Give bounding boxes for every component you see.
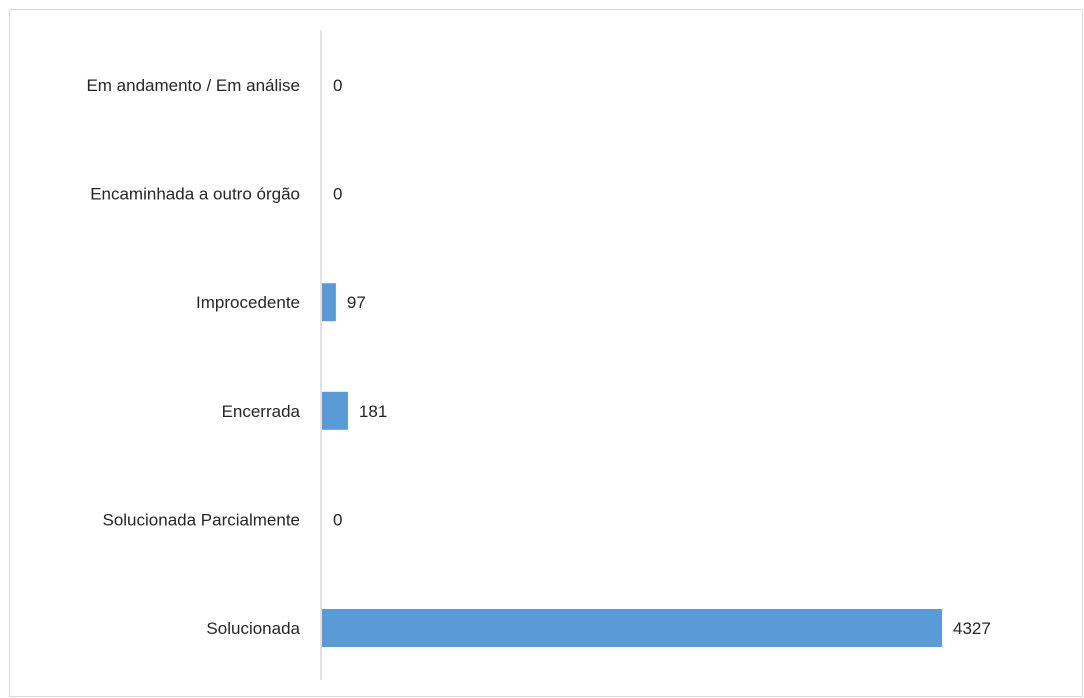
category-label-encaminhada-a-outro-orgao: Encaminhada a outro órgão bbox=[90, 185, 300, 204]
chart-frame bbox=[9, 9, 1083, 697]
data-label-solucionada: 4327 bbox=[953, 619, 991, 638]
bar-solucionada bbox=[322, 609, 942, 647]
category-label-em-andamento-em-analise: Em andamento / Em análise bbox=[86, 76, 300, 95]
category-label-encerrada: Encerrada bbox=[222, 402, 301, 421]
data-label-em-andamento-em-analise: 0 bbox=[333, 76, 342, 95]
bars-layer bbox=[322, 283, 942, 647]
data-label-improcedente: 97 bbox=[347, 293, 366, 312]
bar-improcedente bbox=[322, 283, 336, 322]
data-label-encaminhada-a-outro-orgao: 0 bbox=[333, 185, 342, 204]
category-label-improcedente: Improcedente bbox=[196, 293, 300, 312]
data-label-encerrada: 181 bbox=[359, 402, 387, 421]
category-label-solucionada-parcialmente: Solucionada Parcialmente bbox=[102, 510, 300, 529]
data-label-solucionada-parcialmente: 0 bbox=[333, 510, 342, 529]
labels-layer: Em andamento / Em análise 0 Encaminhada a … bbox=[86, 76, 990, 638]
bar-encerrada bbox=[322, 391, 348, 430]
category-label-solucionada: Solucionada bbox=[206, 619, 300, 638]
